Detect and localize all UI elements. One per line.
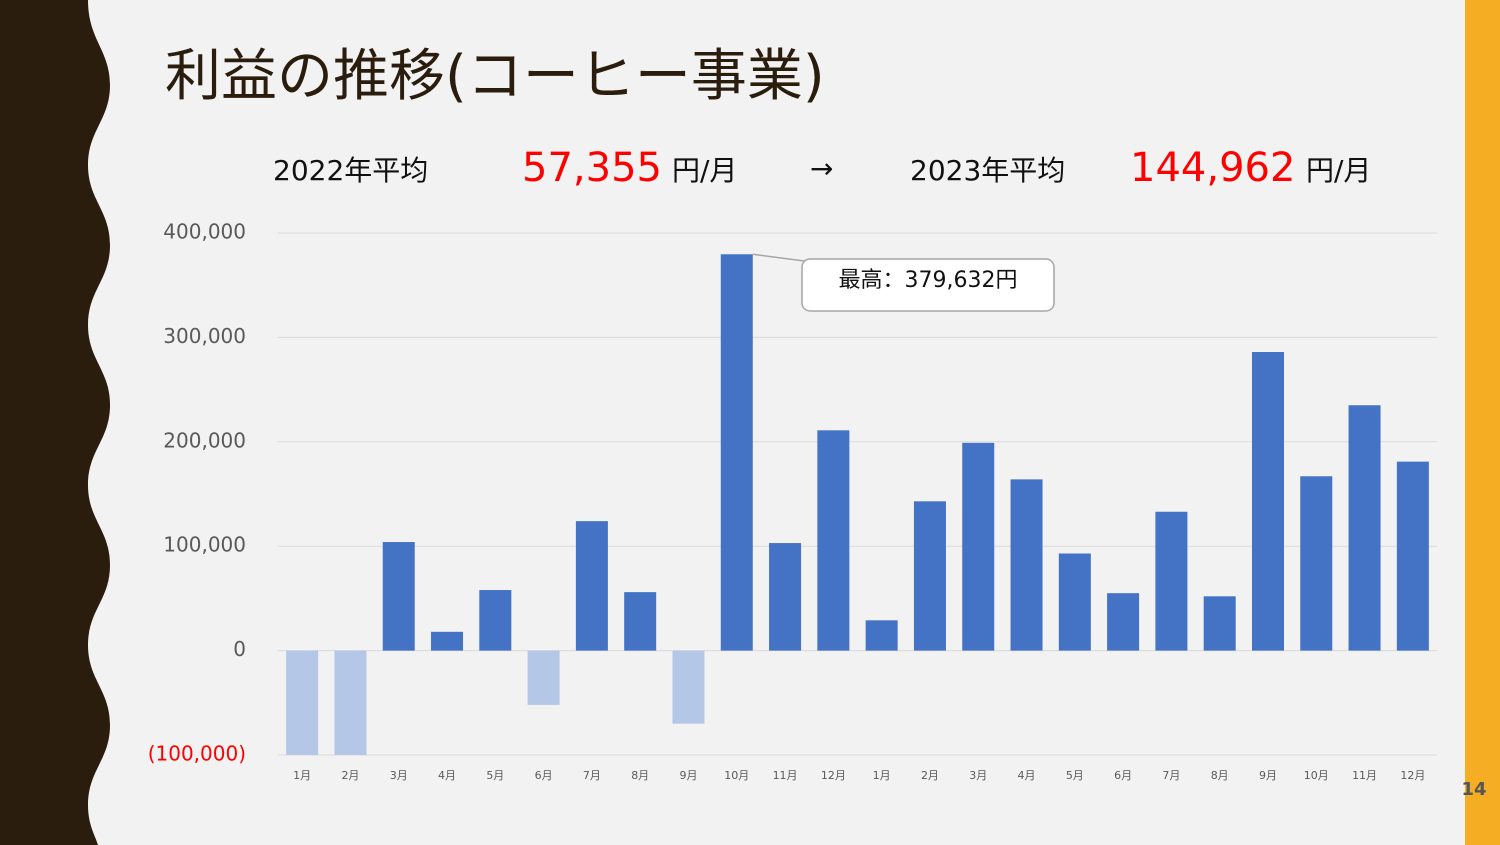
- x-tick-label: 9月: [1259, 769, 1277, 782]
- bar: [334, 650, 367, 755]
- bar: [1396, 461, 1429, 651]
- page-number: 14: [1461, 779, 1486, 800]
- x-tick-label: 2月: [921, 769, 939, 782]
- x-tick-label: 4月: [438, 769, 456, 782]
- title: 利益の推移(コーヒー事業): [165, 44, 825, 109]
- bar: [1010, 479, 1043, 651]
- avg-label: 2023年平均: [910, 154, 1065, 187]
- bar: [1348, 405, 1381, 651]
- x-tick-label: 6月: [1114, 769, 1132, 782]
- x-tick-label: 7月: [1162, 769, 1180, 782]
- y-tick-label: 300,000: [163, 324, 246, 348]
- annotation: 最高：379,632円: [839, 268, 1018, 293]
- bar: [962, 442, 995, 651]
- bar: [286, 650, 319, 755]
- bar: [865, 620, 898, 651]
- x-tick-label: 8月: [631, 769, 649, 782]
- x-tick-label: 3月: [969, 769, 987, 782]
- x-tick-label: 10月: [724, 769, 749, 782]
- x-tick-label: 1月: [293, 769, 311, 782]
- bar: [913, 501, 946, 651]
- x-tick-label: 9月: [679, 769, 697, 782]
- bar: [431, 631, 464, 651]
- x-tick-label: 6月: [535, 769, 553, 782]
- y-tick-label: 0: [233, 637, 246, 661]
- y-tick-label: 200,000: [163, 428, 246, 452]
- avg-value: 144,962: [1130, 145, 1295, 191]
- x-tick-label: 7月: [583, 769, 601, 782]
- bar: [624, 592, 657, 651]
- bar: [479, 590, 512, 651]
- x-tick-label: 5月: [1066, 769, 1084, 782]
- bar: [817, 430, 850, 651]
- y-tick-label: 100,000: [163, 533, 246, 557]
- bar: [1155, 511, 1188, 651]
- wavy-border: [0, 0, 110, 845]
- bar: [1058, 553, 1091, 651]
- bar: [1300, 476, 1333, 651]
- x-tick-label: 11月: [773, 769, 798, 782]
- x-tick-label: 8月: [1211, 769, 1229, 782]
- bar: [527, 650, 560, 705]
- avg-label: 2022年平均: [273, 154, 428, 187]
- y-tick-label: (100,000): [148, 742, 246, 766]
- x-tick-label: 10月: [1304, 769, 1329, 782]
- x-tick-label: 1月: [873, 769, 891, 782]
- y-tick-label: 400,000: [163, 220, 246, 244]
- bar: [672, 650, 705, 724]
- arrow: →: [810, 152, 833, 185]
- bar: [382, 542, 415, 651]
- bar: [769, 543, 802, 651]
- callout-box: [801, 258, 1055, 312]
- bar: [720, 254, 753, 651]
- bar: [1107, 593, 1140, 651]
- bar: [1203, 596, 1236, 651]
- avg-unit: 円/月: [1306, 154, 1371, 187]
- avg-unit: 円/月: [672, 154, 737, 187]
- x-tick-label: 3月: [390, 769, 408, 782]
- avg-value: 57,355: [522, 145, 662, 191]
- x-tick-label: 11月: [1352, 769, 1377, 782]
- x-tick-label: 5月: [486, 769, 504, 782]
- x-tick-label: 2月: [341, 769, 359, 782]
- x-tick-label: 12月: [1400, 769, 1425, 782]
- bar: [575, 521, 608, 651]
- x-tick-label: 12月: [821, 769, 846, 782]
- bar: [1251, 352, 1284, 651]
- x-tick-label: 4月: [1018, 769, 1036, 782]
- side-strip: [1465, 0, 1500, 845]
